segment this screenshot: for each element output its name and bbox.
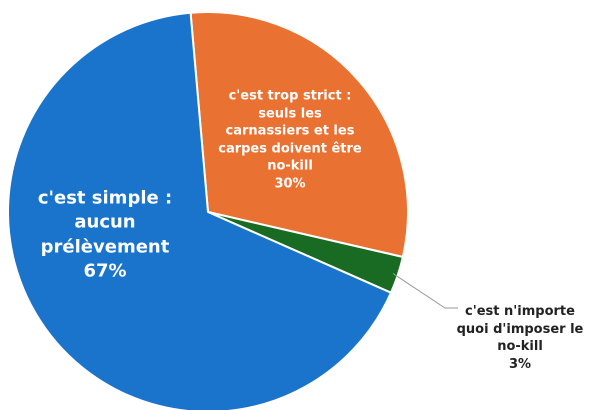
leader-line <box>392 273 458 309</box>
category-label: c'est n'importe quoi d'imposer le no-kil… <box>456 303 584 354</box>
slice-label: c'est trop strict : seuls les carnassier… <box>215 87 365 192</box>
slice-label: c'est simple : aucun prélèvement 67% <box>15 186 195 283</box>
category-label: c'est simple : aucun prélèvement <box>37 187 173 257</box>
slice-label: c'est n'importe quoi d'imposer le no-kil… <box>455 303 585 373</box>
category-label: c'est trop strict : seuls les carnassier… <box>218 88 362 174</box>
value-label: 3% <box>508 356 532 372</box>
pie-slice <box>7 11 393 410</box>
value-label: 67% <box>83 260 127 282</box>
value-label: 30% <box>274 176 306 192</box>
pie-slice <box>189 11 409 259</box>
